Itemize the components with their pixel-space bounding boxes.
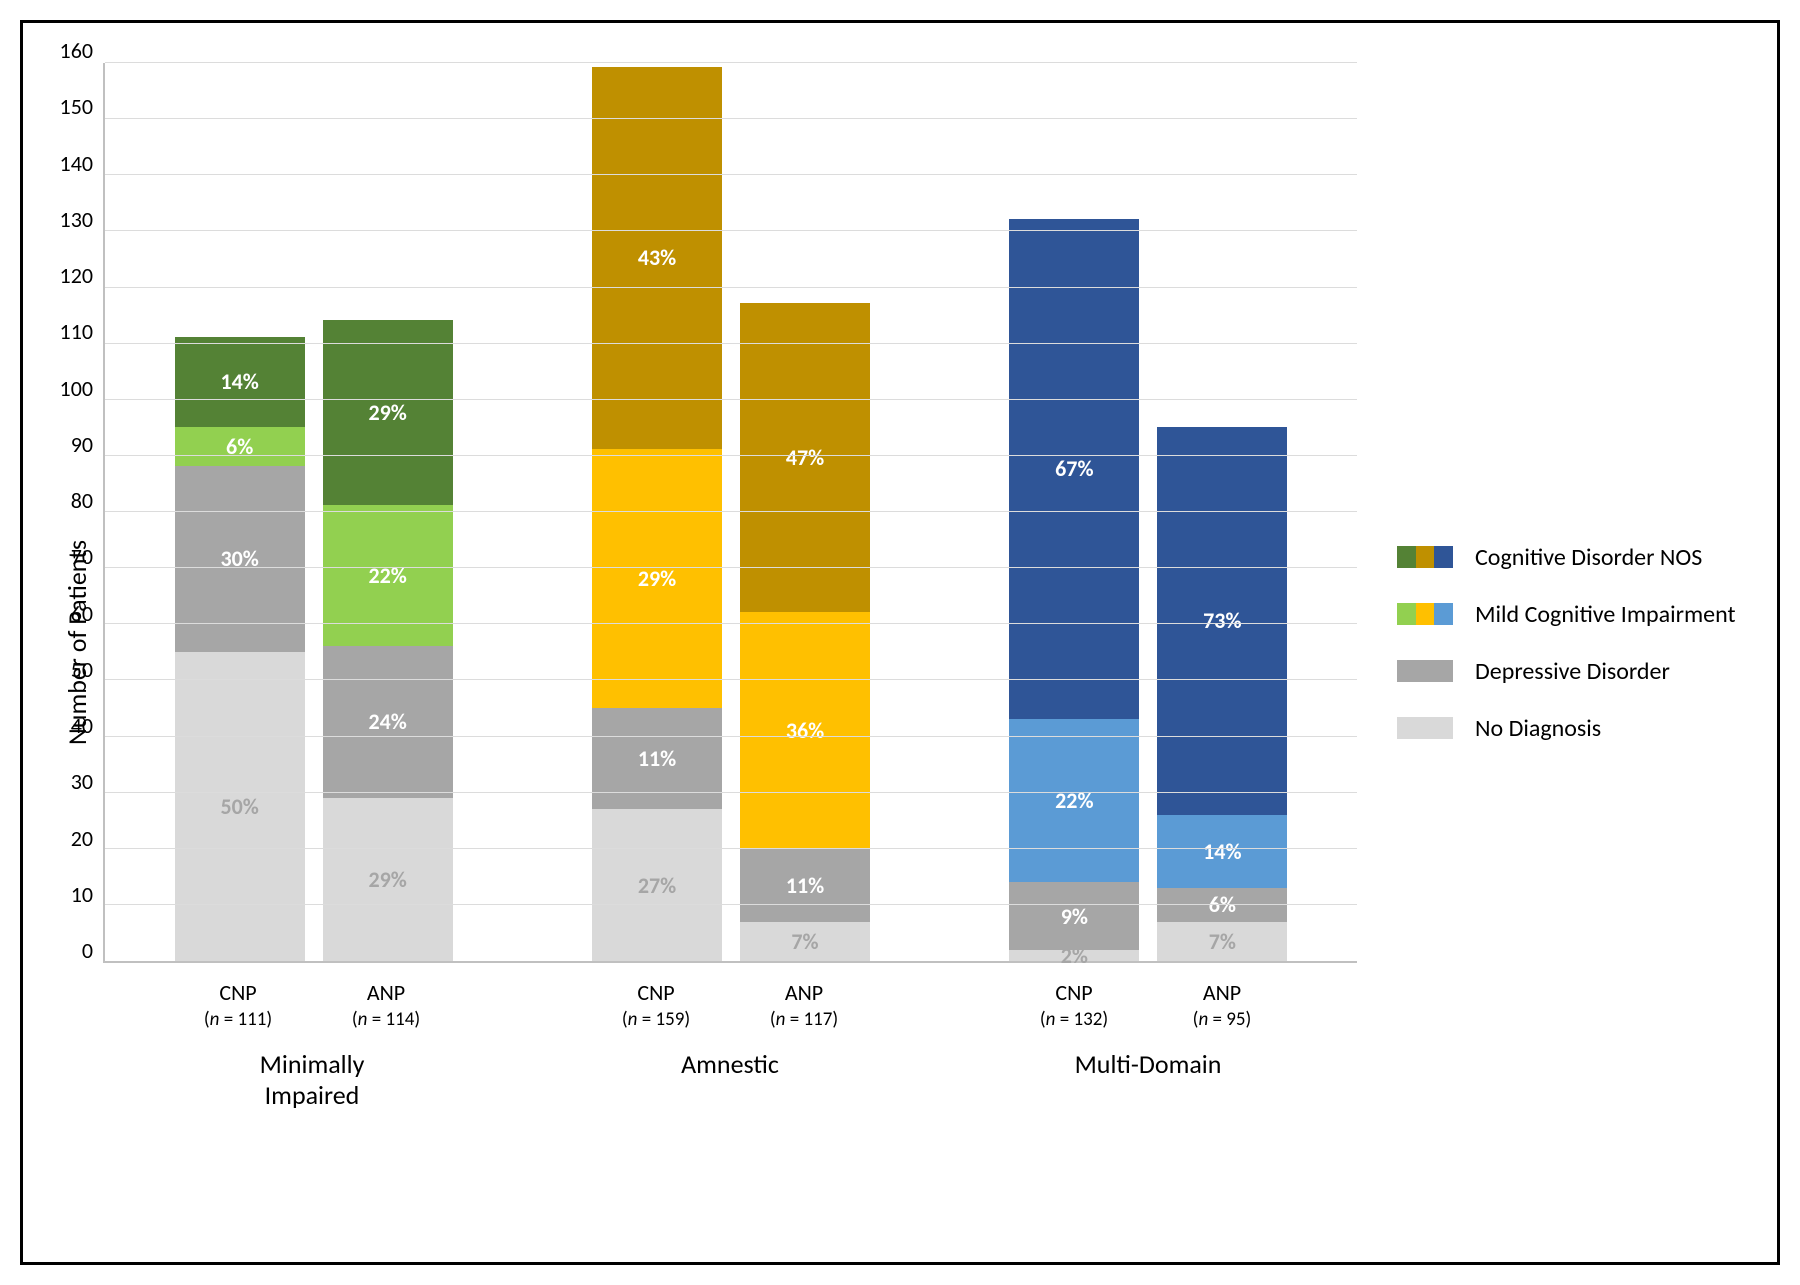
bar-label: CNP bbox=[173, 979, 303, 1006]
bar-n: (n = 159) bbox=[591, 1008, 721, 1031]
gridline bbox=[105, 287, 1357, 288]
stacked-bar: 27%11%29%43% bbox=[592, 67, 722, 961]
gridline bbox=[105, 567, 1357, 568]
group-name: Amnestic bbox=[521, 1049, 939, 1080]
bar-segment: 27% bbox=[592, 809, 722, 961]
bar-segment: 73% bbox=[1157, 427, 1287, 815]
bar-n: (n = 95) bbox=[1157, 1008, 1287, 1031]
x-axis-labels: CNP(n = 111)ANP(n = 114)MinimallyImpaire… bbox=[103, 963, 1357, 1111]
gridline bbox=[105, 399, 1357, 400]
bars-container: 50%30%6%14%29%24%22%29%27%11%29%43%7%11%… bbox=[105, 63, 1357, 961]
x-group: CNP(n = 159) ANP(n = 117) Amnestic bbox=[521, 963, 939, 1111]
bar-n: (n = 132) bbox=[1009, 1008, 1139, 1031]
bar-segment: 43% bbox=[592, 67, 722, 450]
bar-segment: 24% bbox=[323, 646, 453, 798]
stacked-bar: 50%30%6%14% bbox=[175, 337, 305, 961]
bar-segment: 9% bbox=[1009, 882, 1139, 950]
y-axis-label: Number of Patients bbox=[53, 63, 93, 1222]
bar-label: ANP bbox=[1157, 979, 1287, 1006]
bar-n: (n = 111) bbox=[173, 1008, 303, 1031]
legend-label: No Diagnosis bbox=[1475, 714, 1601, 743]
gridline bbox=[105, 174, 1357, 175]
bar-segment: 11% bbox=[740, 849, 870, 922]
legend-swatch bbox=[1397, 603, 1453, 625]
bar-group: 50%30%6%14%29%24%22%29% bbox=[105, 320, 522, 961]
legend-swatch bbox=[1397, 660, 1453, 682]
bar-segment: 7% bbox=[740, 922, 870, 961]
gridline bbox=[105, 848, 1357, 849]
chart-frame: Number of Patients 160150140130120110100… bbox=[20, 20, 1780, 1265]
stacked-bar: 29%24%22%29% bbox=[323, 320, 453, 961]
legend: Cognitive Disorder NOS Mild Cognitive Imp… bbox=[1357, 63, 1737, 1222]
stacked-bar: 2%9%22%67% bbox=[1009, 219, 1139, 962]
bar-n-value: 95 bbox=[1226, 1008, 1245, 1031]
bar-segment: 2% bbox=[1009, 950, 1139, 961]
bar-n-value: 159 bbox=[655, 1008, 684, 1031]
bar-segment: 7% bbox=[1157, 922, 1287, 961]
bar-segment: 14% bbox=[175, 337, 305, 427]
bar-segment: 29% bbox=[323, 320, 453, 506]
bar-n-value: 111 bbox=[237, 1008, 266, 1031]
chart-wrap: Number of Patients 160150140130120110100… bbox=[53, 63, 1737, 1222]
gridline bbox=[105, 511, 1357, 512]
gridline bbox=[105, 455, 1357, 456]
x-group: CNP(n = 132) ANP(n = 95) Multi-Domain bbox=[939, 963, 1357, 1111]
bar-segment: 11% bbox=[592, 708, 722, 809]
gridline bbox=[105, 62, 1357, 63]
bar-group: 2%9%22%67%7%6%14%73% bbox=[940, 219, 1357, 962]
bar-n-value: 114 bbox=[385, 1008, 414, 1031]
bar-n-value: 132 bbox=[1073, 1008, 1102, 1031]
legend-swatch bbox=[1397, 546, 1453, 568]
y-axis-ticks: 1601501401301201101009080706050403020100 bbox=[93, 63, 103, 963]
bar-segment: 36% bbox=[740, 612, 870, 848]
bar-segment: 22% bbox=[323, 505, 453, 646]
legend-row: Depressive Disorder bbox=[1397, 657, 1737, 686]
gridline bbox=[105, 118, 1357, 119]
stacked-bar: 7%11%36%47% bbox=[740, 303, 870, 961]
bar-segment: 67% bbox=[1009, 219, 1139, 720]
stacked-bar: 7%6%14%73% bbox=[1157, 427, 1287, 961]
group-name: Multi-Domain bbox=[939, 1049, 1357, 1080]
x-group: CNP(n = 111) ANP(n = 114) MinimallyImpaire… bbox=[103, 963, 521, 1111]
legend-label: Depressive Disorder bbox=[1475, 657, 1670, 686]
legend-label: Cognitive Disorder NOS bbox=[1475, 543, 1702, 572]
bar-label: ANP bbox=[321, 979, 451, 1006]
legend-row: Mild Cognitive Impairment bbox=[1397, 600, 1737, 629]
bar-segment: 47% bbox=[740, 303, 870, 612]
bar-n: (n = 114) bbox=[321, 1008, 451, 1031]
bar-n: (n = 117) bbox=[739, 1008, 869, 1031]
gridline bbox=[105, 792, 1357, 793]
legend-label: Mild Cognitive Impairment bbox=[1475, 600, 1736, 629]
bar-label: ANP bbox=[739, 979, 869, 1006]
bar-segment: 14% bbox=[1157, 815, 1287, 888]
gridline bbox=[105, 679, 1357, 680]
bar-n-value: 117 bbox=[803, 1008, 832, 1031]
gridline bbox=[105, 904, 1357, 905]
bar-group: 27%11%29%43%7%11%36%47% bbox=[522, 67, 939, 961]
gridline bbox=[105, 736, 1357, 737]
bar-segment: 29% bbox=[323, 798, 453, 961]
bar-segment: 22% bbox=[1009, 719, 1139, 882]
bar-label: CNP bbox=[1009, 979, 1139, 1006]
bar-segment: 29% bbox=[592, 449, 722, 708]
plot-area: 50%30%6%14%29%24%22%29%27%11%29%43%7%11%… bbox=[103, 63, 1357, 963]
gridline bbox=[105, 623, 1357, 624]
legend-swatch bbox=[1397, 717, 1453, 739]
group-name: MinimallyImpaired bbox=[103, 1049, 521, 1111]
bar-segment: 50% bbox=[175, 652, 305, 961]
bar-segment: 6% bbox=[175, 427, 305, 466]
plot-column: 50%30%6%14%29%24%22%29%27%11%29%43%7%11%… bbox=[103, 63, 1357, 1222]
gridline bbox=[105, 343, 1357, 344]
legend-row: Cognitive Disorder NOS bbox=[1397, 543, 1737, 572]
legend-row: No Diagnosis bbox=[1397, 714, 1737, 743]
bar-label: CNP bbox=[591, 979, 721, 1006]
gridline bbox=[105, 230, 1357, 231]
